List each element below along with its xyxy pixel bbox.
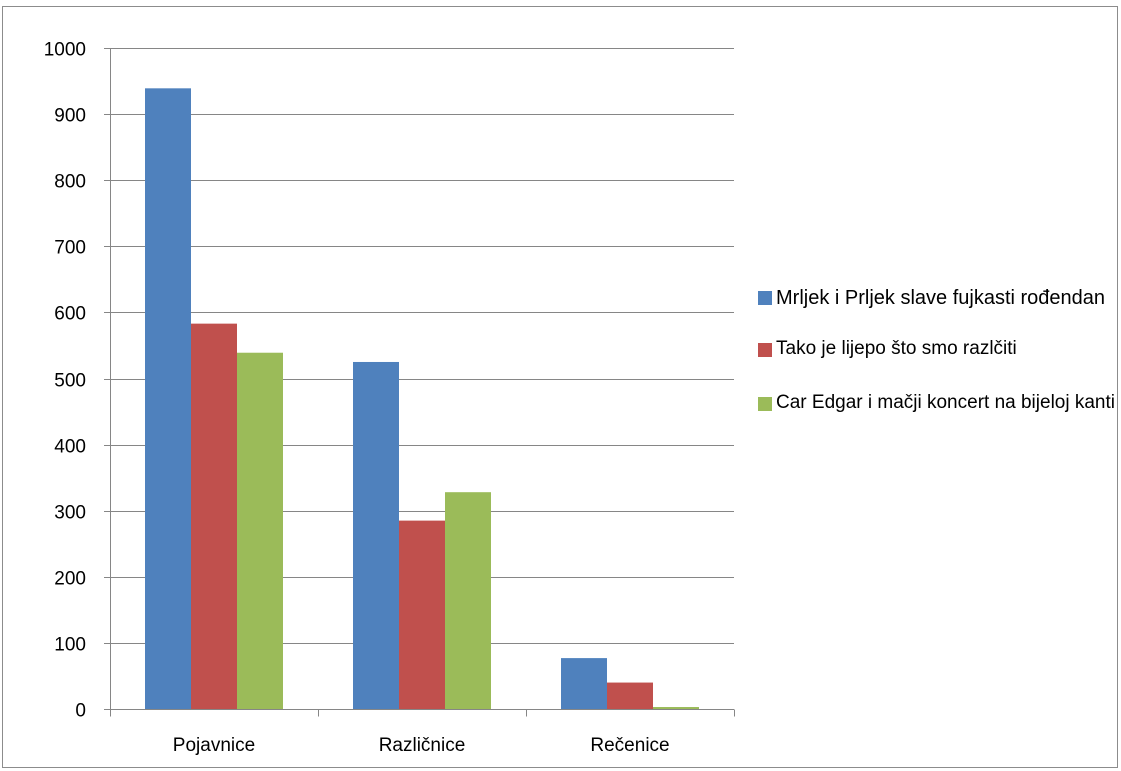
bars	[145, 88, 699, 710]
y-tick-label: 100	[54, 635, 86, 656]
legend-label-series-1: Mrljek i Prljek slave fujkasti rođendan	[776, 287, 1106, 309]
axes	[104, 48, 735, 717]
legend-item-series-2: Tako je lijepo što smo razlčiti	[758, 334, 1118, 364]
bar-1-različnice	[353, 361, 399, 709]
bar-2-pojavnice	[191, 323, 237, 709]
bar-1-rečenice	[561, 658, 607, 709]
bar-1-pojavnice	[145, 88, 191, 710]
bar-2-rečenice	[607, 682, 653, 709]
legend-item-series-3: Car Edgar i mačji koncert na bijeloj kan…	[758, 388, 1118, 418]
y-tick-label: 200	[54, 569, 86, 590]
legend-label-series-3: Car Edgar i mačji koncert na bijeloj kan…	[776, 392, 1115, 413]
legend-label-series-2: Tako je lijepo što smo razlčiti	[776, 338, 1017, 359]
y-tick-label: 300	[54, 503, 86, 524]
bar-3-pojavnice	[237, 352, 283, 709]
legend-item-series-1: Mrljek i Prljek slave fujkasti rođendan	[758, 282, 1118, 314]
y-tick-label: 400	[54, 437, 86, 458]
legend-swatch-series-2	[758, 343, 772, 357]
y-tick-label: 700	[54, 238, 86, 259]
y-tick-label: 600	[54, 304, 86, 325]
legend: Mrljek i Prljek slave fujkasti rođendan …	[758, 282, 1118, 442]
y-tick-label: 1000	[44, 40, 86, 61]
bar-2-različnice	[399, 520, 445, 709]
tick-labels: 0 100 200 300 400 500 600 700 800 900 1000 Pojavnic…	[44, 40, 670, 757]
y-tick-label: 0	[75, 701, 86, 722]
bar-3-rečenice	[653, 707, 699, 709]
x-tick-label: Različnice	[379, 735, 466, 756]
y-tick-label: 800	[54, 172, 86, 193]
y-tick-label: 900	[54, 106, 86, 127]
y-tick-label: 500	[54, 371, 86, 392]
legend-swatch-series-1	[758, 291, 772, 305]
bar-3-različnice	[445, 492, 491, 709]
x-tick-label: Pojavnice	[173, 735, 255, 756]
legend-swatch-series-3	[758, 397, 772, 411]
x-tick-label: Rečenice	[590, 735, 669, 756]
